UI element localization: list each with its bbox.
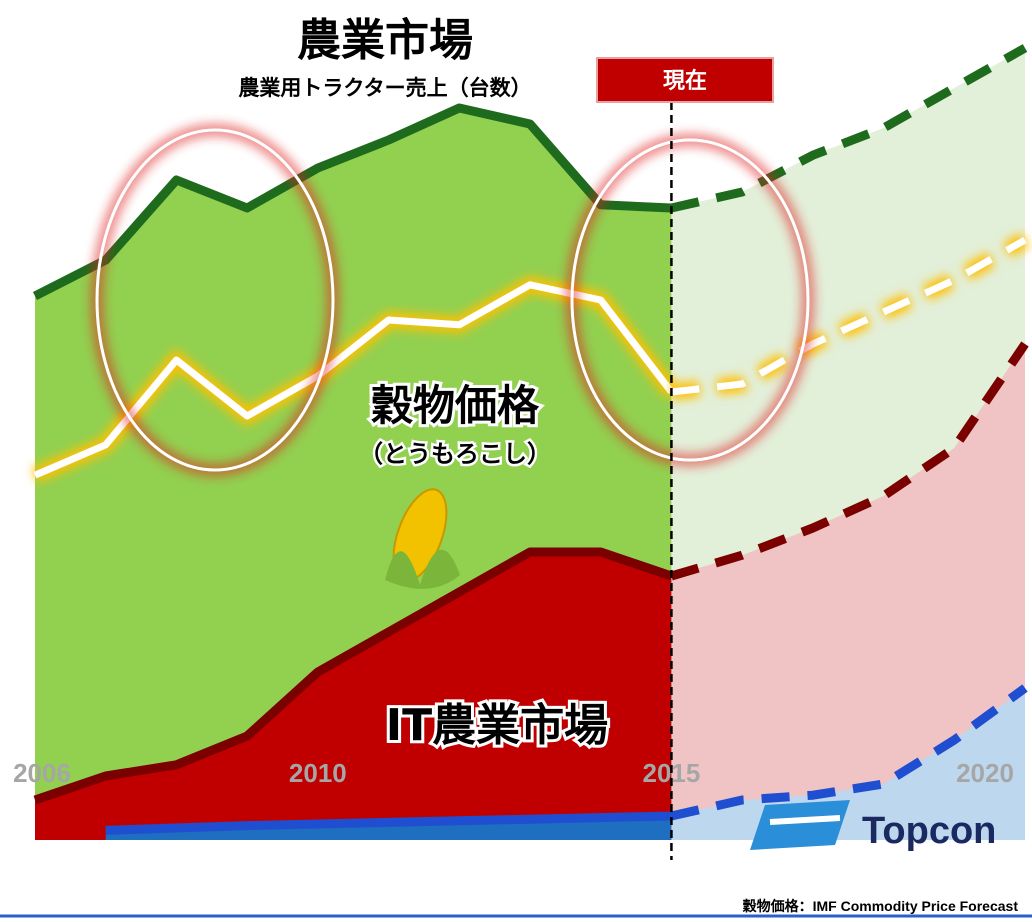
now-label: 現在 — [663, 68, 707, 94]
market-label: 農業市場 — [297, 15, 473, 66]
area — [35, 552, 672, 840]
x-tick-label: 2006 — [13, 758, 71, 788]
brand: Topcon — [862, 810, 996, 852]
highlight — [570, 138, 810, 462]
area — [671, 344, 1025, 840]
line — [670, 44, 1028, 213]
x-tick-label: 2020 — [956, 758, 1014, 788]
corn-icon — [385, 488, 460, 589]
line — [105, 811, 672, 835]
line — [670, 684, 1028, 821]
line — [671, 236, 1027, 396]
highlight — [95, 128, 335, 472]
subtitle: 農業用トラクター売上（台数） — [238, 76, 531, 100]
area — [671, 688, 1025, 840]
now-box — [596, 57, 774, 103]
topcon-logo — [750, 800, 850, 850]
grain-note: （とうもろこし） — [359, 440, 551, 468]
line — [33, 547, 673, 805]
x-tick-label: 2010 — [289, 758, 347, 788]
it-label: IT農業市場 — [386, 700, 608, 751]
line — [32, 103, 672, 301]
grain-label: 穀物価格 — [371, 381, 540, 430]
line — [670, 341, 1029, 581]
source: 穀物価格：IMF Commodity Price Forecast — [743, 898, 1019, 914]
